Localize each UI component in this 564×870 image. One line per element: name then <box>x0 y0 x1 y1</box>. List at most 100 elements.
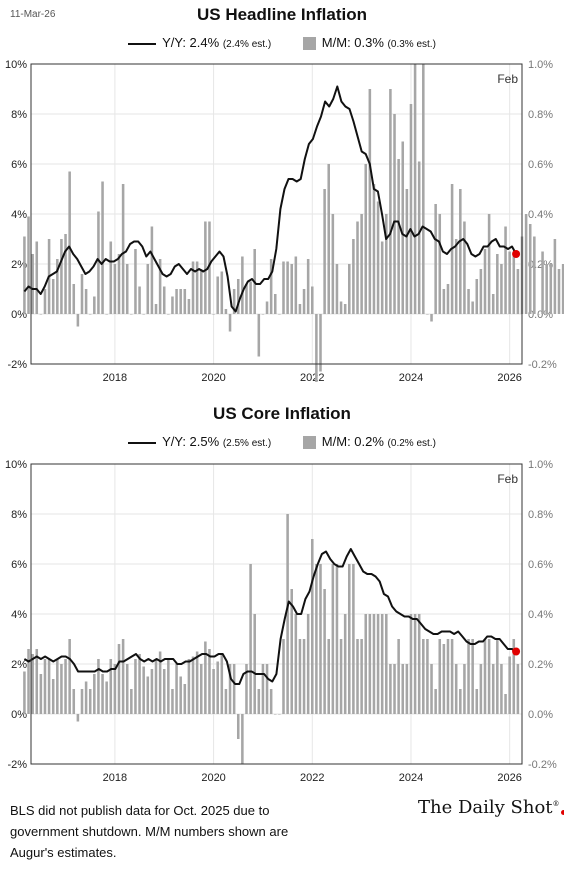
mm-bar <box>323 589 326 714</box>
mm-bar <box>212 669 215 714</box>
mm-bar <box>97 211 100 314</box>
mm-bar <box>463 664 466 714</box>
mm-bar <box>105 314 108 315</box>
mm-bar <box>483 639 487 714</box>
mm-bar <box>561 264 564 314</box>
mm-bar <box>93 296 96 314</box>
mm-bar <box>195 651 199 714</box>
left-tick-label: 4% <box>11 209 27 221</box>
mm-bar <box>278 714 281 715</box>
mm-bar <box>422 639 425 714</box>
mm-bar <box>101 181 104 314</box>
chart1-legend-line-label: Y/Y: 2.4% <box>162 35 220 50</box>
mm-bar <box>183 684 187 714</box>
mm-bar <box>80 689 84 714</box>
month-annotation: Feb <box>497 472 518 486</box>
mm-bar <box>360 214 363 314</box>
mm-bar <box>557 269 561 314</box>
mm-bar <box>146 676 150 714</box>
mm-bar <box>302 639 306 714</box>
mm-bar <box>368 614 372 714</box>
mm-bar <box>253 614 256 714</box>
mm-bar <box>245 284 248 314</box>
chart2-legend-bar-est: (0.2% est.) <box>387 438 436 449</box>
mm-bar <box>438 639 442 714</box>
mm-bar <box>409 614 413 714</box>
x-tick-label: 2020 <box>201 772 225 782</box>
mm-bar <box>483 249 487 314</box>
mm-bar <box>323 189 326 314</box>
mm-bar <box>319 314 322 372</box>
mm-bar <box>343 304 347 314</box>
mm-bar <box>426 314 429 315</box>
mm-bar <box>417 614 421 714</box>
right-tick-label: 0.4% <box>528 209 553 221</box>
mm-bar <box>130 689 133 714</box>
mm-bar <box>298 639 302 714</box>
mm-bar <box>446 284 450 314</box>
left-tick-label: 6% <box>11 559 27 571</box>
mm-bar <box>327 639 331 714</box>
mm-bar <box>43 289 47 314</box>
mm-bar <box>60 239 63 314</box>
left-tick-label: 10% <box>5 59 27 71</box>
x-tick-label: 2022 <box>300 372 324 382</box>
left-tick-label: 4% <box>11 609 27 621</box>
mm-bar <box>68 171 71 314</box>
mm-bar <box>273 294 277 314</box>
mm-bar <box>290 589 293 714</box>
x-tick-label: 2026 <box>497 372 521 382</box>
mm-bar <box>335 264 339 314</box>
mm-bar <box>216 276 219 314</box>
left-tick-label: -2% <box>7 359 27 371</box>
mm-bar <box>150 226 154 314</box>
mm-bar <box>376 201 380 314</box>
mm-bar <box>343 614 347 714</box>
right-tick-label: 0.2% <box>528 659 553 671</box>
mm-bar <box>117 644 121 714</box>
mm-bar <box>508 251 511 314</box>
mm-bar <box>158 651 162 714</box>
mm-bar <box>269 689 273 714</box>
mm-bar <box>88 314 92 315</box>
mm-bar <box>51 679 55 714</box>
mm-bar <box>434 689 437 714</box>
mm-bar <box>154 659 158 714</box>
mm-bar <box>549 264 553 314</box>
mm-bar <box>208 649 211 714</box>
mm-bar <box>463 221 466 314</box>
mm-bar <box>47 659 51 714</box>
mm-bar <box>224 689 228 714</box>
mm-bar <box>356 221 359 314</box>
mm-bar <box>368 89 372 314</box>
legend-line-swatch <box>128 42 157 45</box>
mm-bar <box>315 564 318 714</box>
mm-bar <box>162 286 166 314</box>
mm-bar <box>446 639 450 714</box>
footnote-line: government shutdown. M/M numbers shown a… <box>10 824 289 839</box>
mm-bar <box>496 254 499 314</box>
mm-bar <box>27 216 30 314</box>
yy-line <box>23 85 517 313</box>
mm-bar <box>167 659 170 714</box>
mm-bar <box>43 659 47 714</box>
mm-bar <box>487 214 491 314</box>
mm-bar <box>471 301 474 314</box>
chart1-legend-line-est: (2.4% est.) <box>222 39 272 50</box>
mm-bar <box>175 289 178 314</box>
mm-bar <box>298 304 302 314</box>
mm-bar <box>356 639 359 714</box>
mm-bar <box>35 649 39 714</box>
mm-bar <box>27 649 30 714</box>
mm-bar <box>430 664 433 714</box>
mm-bar <box>273 714 277 715</box>
right-tick-label: -0.2% <box>528 359 557 371</box>
mm-bar <box>278 314 281 315</box>
x-tick-label: 2026 <box>497 772 521 782</box>
mm-bar <box>60 664 63 714</box>
logo-registered-mark: ® <box>552 800 560 808</box>
mm-bar <box>512 639 516 714</box>
mm-bar <box>286 514 289 714</box>
mm-bar <box>496 639 499 714</box>
mm-bar <box>467 639 470 714</box>
